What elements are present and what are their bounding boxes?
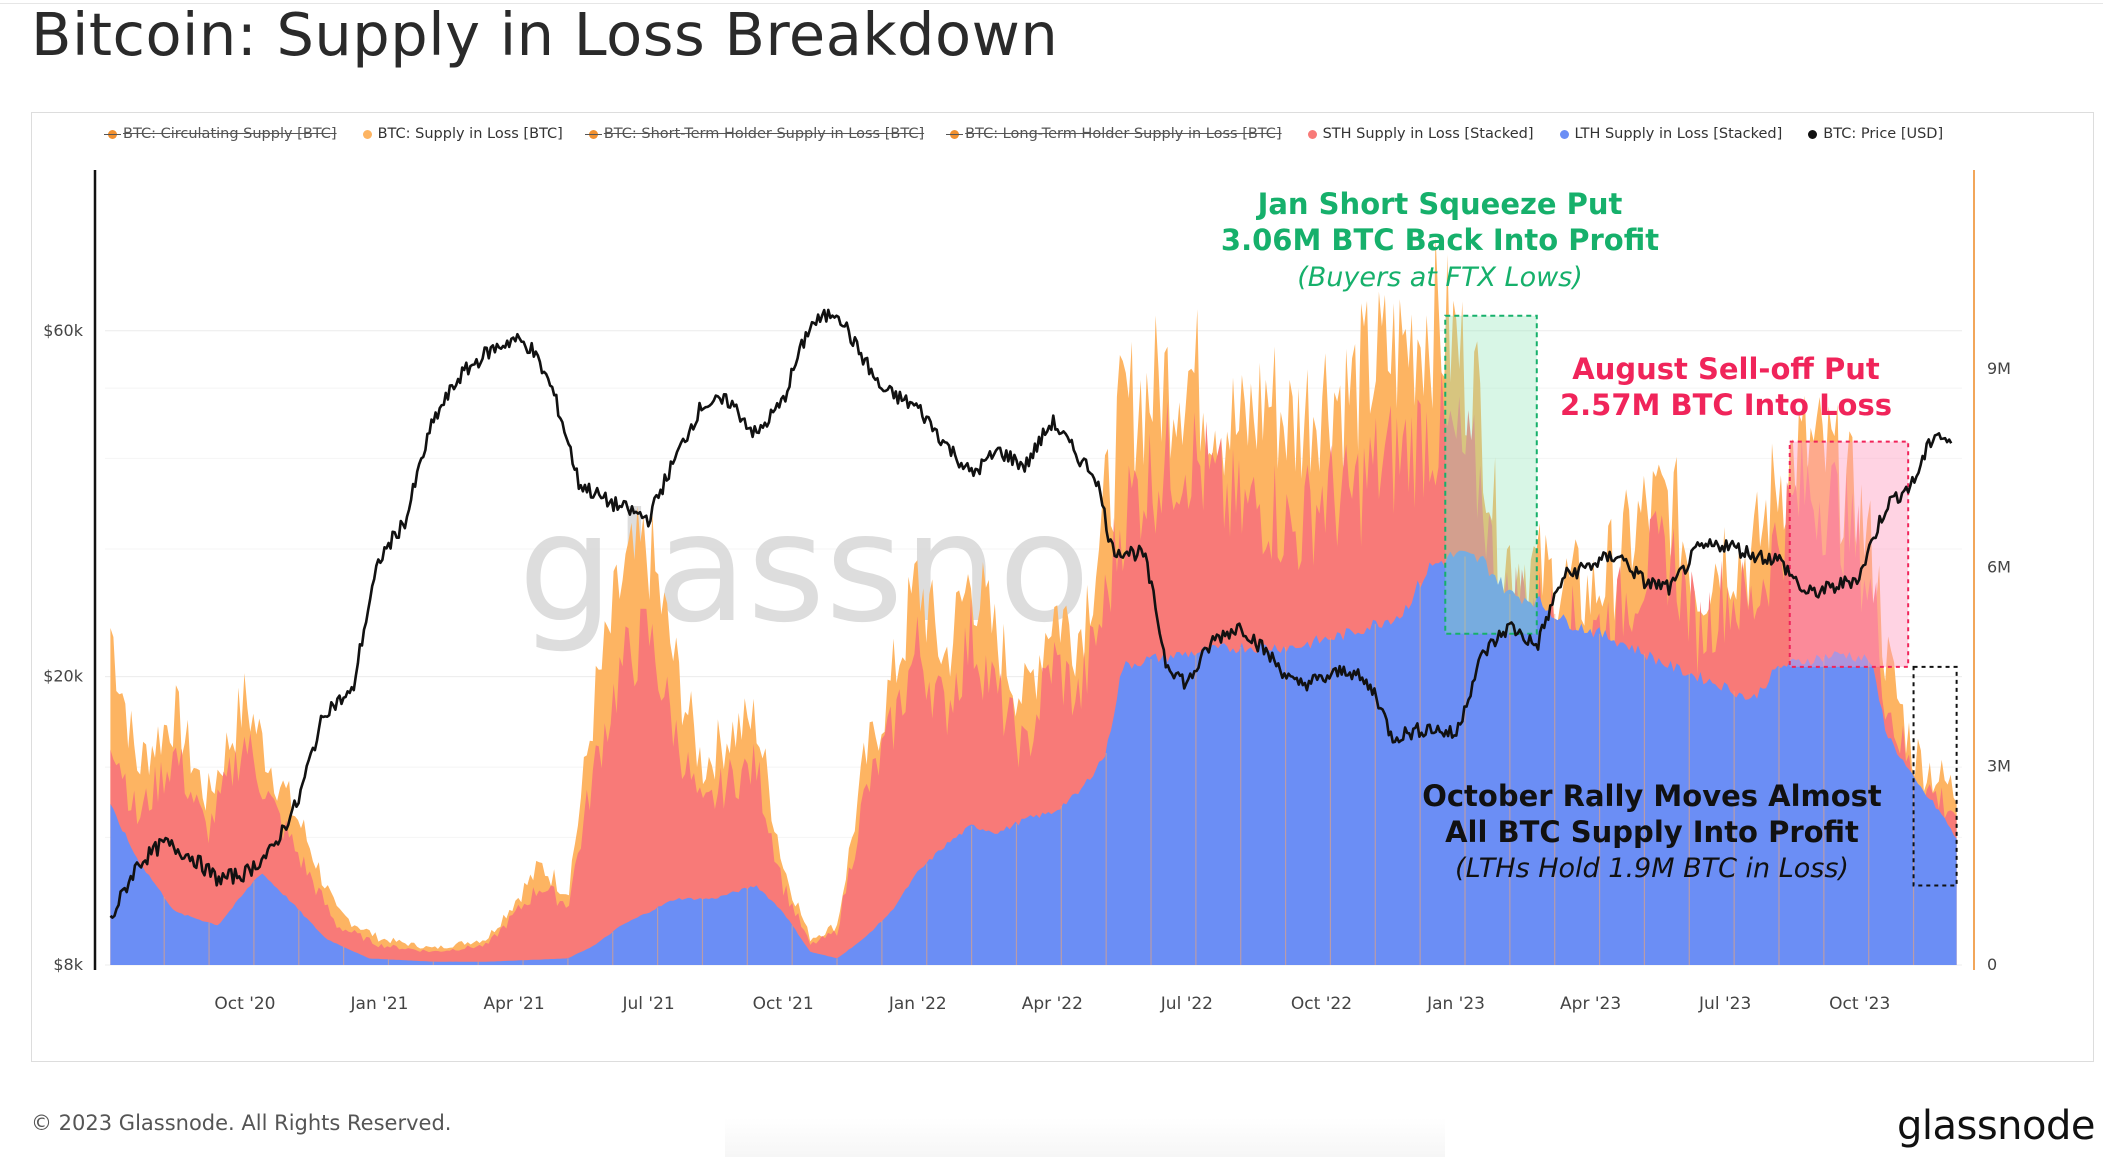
august-highlight-box xyxy=(1788,440,1910,668)
annotation-line: August Sell-off Put xyxy=(1572,352,1880,386)
legend-item-0[interactable]: BTC: Circulating Supply [BTC] xyxy=(104,126,337,142)
legend-item-3[interactable]: BTC: Long-Term Holder Supply in Loss [BT… xyxy=(946,126,1282,142)
bottom-fade xyxy=(725,1118,1445,1157)
x-tick-label: Oct '21 xyxy=(753,994,814,1014)
copyright-text: © 2023 Glassnode. All Rights Reserved. xyxy=(31,1111,452,1135)
y-left-tick-label: $8k xyxy=(53,955,83,974)
annotation-subline: (Buyers at FTX Lows) xyxy=(1297,262,1583,293)
y-right-tick-label: 3M xyxy=(1987,756,2011,775)
x-tick-label: Oct '20 xyxy=(214,994,275,1014)
legend-label: BTC: Circulating Supply [BTC] xyxy=(123,126,337,142)
october-highlight-box xyxy=(1912,665,1958,887)
annotation-line: Jan Short Squeeze Put xyxy=(1256,187,1623,221)
x-tick-label: Jan '22 xyxy=(888,994,947,1014)
series-lth-area xyxy=(110,550,1957,965)
chart-legend: BTC: Circulating Supply [BTC] BTC: Supply… xyxy=(104,124,1943,144)
legend-dot-icon xyxy=(1307,129,1317,139)
x-tick-label: Apr '22 xyxy=(1022,994,1083,1014)
legend-label: BTC: Supply in Loss [BTC] xyxy=(377,126,563,142)
y-left-tick-label: $60k xyxy=(43,321,84,340)
annotation-line: 3.06M BTC Back Into Profit xyxy=(1221,223,1659,257)
legend-item-2[interactable]: BTC: Short-Term Holder Supply in Loss [B… xyxy=(584,126,925,142)
annotation-line: October Rally Moves Almost xyxy=(1422,779,1882,813)
series-price-line xyxy=(109,308,1953,919)
y-right-tick-label: 0 xyxy=(1987,955,1997,974)
legend-label: BTC: Short-Term Holder Supply in Loss [B… xyxy=(603,126,925,142)
top-rule xyxy=(0,3,2103,4)
y-left-tick-label: $20k xyxy=(43,667,84,686)
month-markers xyxy=(163,556,1915,965)
annotation-subline: (LTHs Hold 1.9M BTC in Loss) xyxy=(1455,853,1849,884)
legend-dot-icon xyxy=(584,129,602,139)
legend-label: LTH Supply in Loss [Stacked] xyxy=(1574,126,1783,142)
legend-dot-icon xyxy=(362,129,372,139)
annotation-line: 2.57M BTC Into Loss xyxy=(1560,388,1892,422)
x-tick-label: Apr '21 xyxy=(484,994,545,1014)
legend-item-1[interactable]: BTC: Supply in Loss [BTC] xyxy=(362,126,563,142)
x-tick-label: Jan '23 xyxy=(1426,994,1485,1014)
legend-item-4[interactable]: STH Supply in Loss [Stacked] xyxy=(1307,126,1534,142)
legend-dot-icon xyxy=(1559,129,1569,139)
brand-logo: glassnode xyxy=(1896,1103,2096,1149)
legend-dot-icon xyxy=(104,129,121,139)
legend-dot-icon xyxy=(946,129,964,139)
y-right-tick-label: 6M xyxy=(1987,558,2011,577)
jan-highlight-box xyxy=(1444,314,1538,635)
x-tick-label: Jul '21 xyxy=(622,994,675,1014)
legend-label: STH Supply in Loss [Stacked] xyxy=(1322,126,1534,142)
x-tick-label: Jul '23 xyxy=(1698,994,1751,1014)
legend-item-6[interactable]: BTC: Price [USD] xyxy=(1808,126,1943,142)
page-title: Bitcoin: Supply in Loss Breakdown xyxy=(31,0,1059,69)
legend-item-5[interactable]: LTH Supply in Loss [Stacked] xyxy=(1559,126,1783,142)
x-tick-label: Oct '23 xyxy=(1829,994,1890,1014)
legend-label: BTC: Price [USD] xyxy=(1823,126,1944,142)
x-tick-label: Jan '21 xyxy=(350,994,409,1014)
y-right-tick-label: 9M xyxy=(1987,359,2011,378)
x-tick-label: Oct '22 xyxy=(1291,994,1352,1014)
x-tick-label: Apr '23 xyxy=(1560,994,1621,1014)
legend-dot-icon xyxy=(1808,129,1818,139)
annotation-line: All BTC Supply Into Profit xyxy=(1445,815,1859,849)
x-tick-label: Jul '22 xyxy=(1160,994,1213,1014)
legend-label: BTC: Long-Term Holder Supply in Loss [BT… xyxy=(965,126,1282,142)
